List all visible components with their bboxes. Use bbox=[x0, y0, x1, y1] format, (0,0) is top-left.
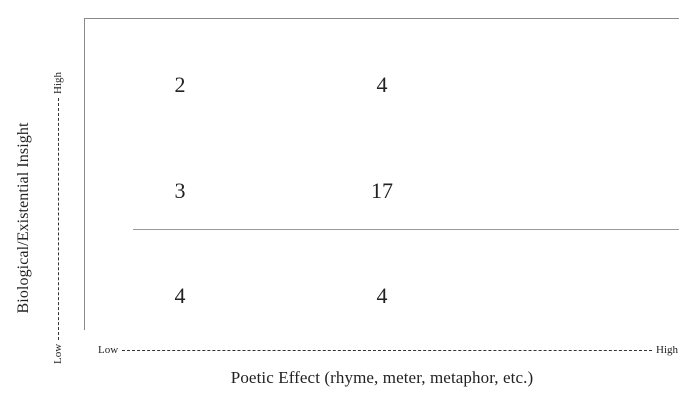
x-axis-high-label: High bbox=[656, 344, 678, 356]
y-axis-title: Biological/Existential Insight bbox=[15, 122, 32, 314]
cell-r2-c1: 3 bbox=[174, 178, 186, 203]
cell-r3-c1: 4 bbox=[174, 283, 186, 308]
cell-r3-c2: 4 bbox=[376, 283, 388, 308]
cell-r2-c2: 17 bbox=[371, 178, 393, 203]
x-axis-scale: Low High bbox=[98, 344, 678, 356]
cell-r1-c1: 2 bbox=[174, 72, 186, 97]
y-axis-high-label: High bbox=[52, 72, 64, 94]
divider-line bbox=[133, 229, 679, 230]
y-axis-dashed-line bbox=[57, 98, 59, 340]
y-axis: Biological/Existential Insight Low High bbox=[15, 36, 64, 364]
x-axis-title: Poetic Effect (rhyme, meter, metaphor, e… bbox=[230, 368, 534, 387]
cell-r1-c2: 4 bbox=[376, 72, 388, 97]
y-axis-low-label: Low bbox=[52, 343, 64, 364]
x-axis-low-label: Low bbox=[98, 344, 119, 356]
y-axis-scale: Low High bbox=[52, 72, 64, 364]
matrix-frame bbox=[84, 18, 679, 330]
x-axis-dashed-line bbox=[122, 349, 652, 351]
